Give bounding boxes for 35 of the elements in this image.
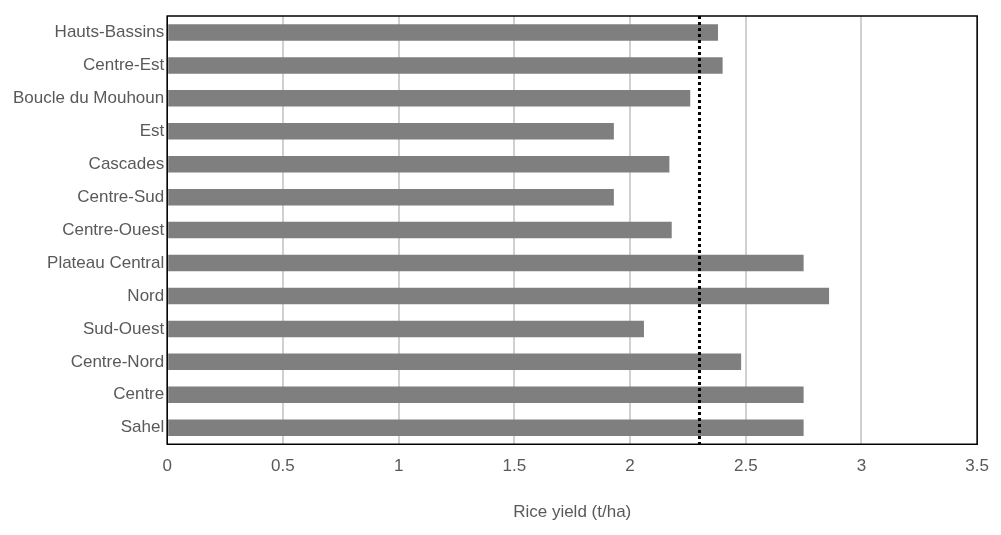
y-tick-label: Boucle du Mouhoun [12,88,165,108]
bar [168,155,670,173]
y-tick-label: Sud-Ouest [82,318,165,338]
y-tick-label: Centre-Nord [70,351,165,371]
y-tick-label: Hauts-Bassins [54,22,165,42]
x-tick-label: 2 [625,456,635,476]
bar [168,90,691,107]
x-axis-title: Rice yield (t/ha) [513,502,632,522]
x-tick-label: 2.5 [733,456,758,476]
x-tick-label: 3.5 [965,456,989,476]
x-tick-label: 0 [162,456,172,476]
y-tick-label: Sahel [120,417,165,437]
y-tick-label: Centre-Sud [77,186,165,206]
x-tick-label: 1 [393,456,404,476]
y-tick-label: Est [139,120,165,140]
bar [168,320,644,338]
bar [168,353,742,371]
x-tick-label: 0.5 [271,456,295,476]
bar [168,221,672,239]
y-tick-label: Centre-Est [82,55,165,75]
bar [168,57,723,74]
y-tick-label: Plateau Central [47,252,165,272]
bar [168,123,614,140]
bar [168,419,804,436]
bar [168,287,830,305]
y-tick-label: Centre [113,384,165,404]
bar [168,254,804,272]
y-tick-label: Nord [127,285,165,305]
x-tick-label: 3 [856,456,867,476]
bar [168,188,614,206]
bar [168,386,804,404]
bar [168,24,718,41]
y-tick-label: Cascades [88,153,165,173]
y-tick-label: Centre-Ouest [62,219,165,239]
x-tick-label: 1.5 [502,456,527,476]
